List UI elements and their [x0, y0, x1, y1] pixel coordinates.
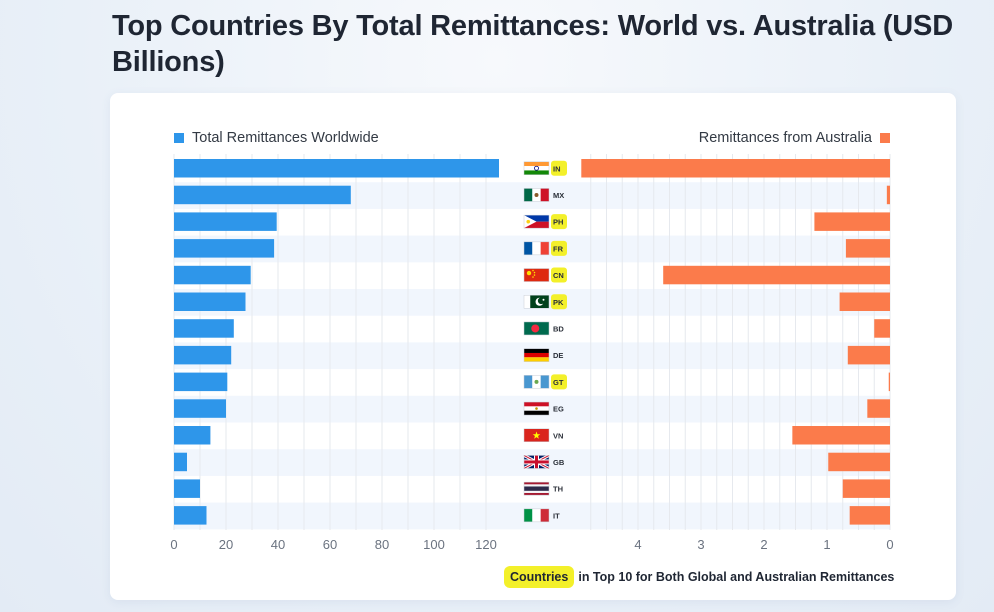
bar-australia-gb: [828, 452, 890, 472]
bar-world-fr: [174, 239, 275, 258]
x-tick-left: 40: [271, 537, 285, 552]
bar-australia-in: [581, 159, 890, 178]
bar-world-mx: [174, 185, 351, 205]
x-tick-left: 60: [323, 537, 337, 552]
x-tick-left: 120: [475, 537, 497, 552]
bar-australia-ph: [814, 212, 890, 231]
x-tick-right: 0: [886, 537, 893, 552]
egypt-flag-icon: [523, 401, 550, 416]
country-highlight: [551, 240, 567, 256]
bar-australia-mx: [886, 185, 890, 205]
bar-australia-pk: [839, 292, 890, 311]
bar-world-vn: [174, 426, 211, 445]
bar-world-in: [174, 159, 499, 178]
country-code-label: IN: [553, 164, 561, 173]
x-tick-right: 4: [634, 537, 641, 552]
bar-australia-it: [849, 506, 890, 525]
guatemala-flag-icon: [523, 375, 550, 389]
country-highlight: [551, 374, 567, 390]
country-code-label: EG: [553, 405, 564, 414]
thailand-flag-icon: [523, 481, 550, 496]
x-tick-right: 3: [697, 537, 704, 552]
x-tick-right: 2: [760, 537, 767, 552]
country-code-label: CN: [553, 271, 564, 280]
x-tick-left: 100: [423, 537, 445, 552]
germany-flag-icon: [523, 348, 550, 362]
x-tick-left: 20: [219, 537, 233, 552]
italy-flag-icon: [523, 508, 550, 523]
country-highlight: [551, 160, 567, 176]
country-highlight: [551, 214, 567, 230]
legend-australia-label: Remittances from Australia: [698, 130, 872, 146]
x-tick-left: 80: [375, 537, 389, 552]
country-code-label: MX: [553, 191, 564, 200]
country-highlight: [551, 294, 567, 310]
vietnam-flag-icon: [523, 428, 550, 442]
legend-australia: Remittances from Australia: [699, 130, 890, 146]
x-tick-left: 0: [170, 537, 177, 552]
country-code-label: PH: [553, 218, 563, 227]
pakistan-flag-icon: [523, 295, 550, 309]
uk-flag-icon: [523, 454, 550, 470]
country-code-label: IT: [553, 511, 560, 520]
page-title: Top Countries By Total Remittances: Worl…: [112, 10, 953, 78]
bar-world-de: [174, 345, 232, 365]
bar-world-gb: [174, 452, 187, 472]
country-code-label: PK: [553, 298, 564, 307]
legend-world-label: Total Remittances Worldwide: [192, 130, 379, 146]
country-code-label: VN: [553, 431, 563, 440]
bar-world-th: [174, 479, 200, 498]
bar-world-pk: [174, 292, 246, 311]
bar-australia-bd: [874, 319, 890, 338]
china-flag-icon: [523, 268, 550, 282]
bangladesh-flag-icon: [523, 321, 550, 336]
legend-world: Total Remittances Worldwide: [174, 130, 379, 146]
footnote: Countries in Top 10 for Both Global and …: [504, 566, 894, 588]
country-code-label: FR: [553, 244, 564, 253]
india-flag-icon: [523, 161, 550, 175]
bar-australia-cn: [663, 265, 890, 285]
bar-world-eg: [174, 399, 226, 418]
country-code-label: DE: [553, 351, 563, 360]
bar-world-it: [174, 506, 207, 525]
bar-australia-vn: [792, 426, 890, 445]
philippines-flag-icon: [523, 214, 550, 229]
bar-australia-fr: [845, 239, 890, 258]
x-tick-right: 1: [823, 537, 830, 552]
legend-world-swatch: [174, 133, 184, 143]
bar-australia-th: [842, 479, 890, 498]
bar-world-cn: [174, 265, 251, 285]
bar-world-gt: [174, 372, 228, 392]
legend-australia-swatch: [880, 133, 890, 143]
country-code-label: GT: [553, 378, 564, 387]
country-code-label: GB: [553, 458, 565, 467]
bar-australia-gt: [888, 372, 890, 392]
country-code-label: TH: [553, 485, 563, 494]
footnote-highlight: Countries: [504, 566, 575, 588]
country-code-label: BD: [553, 324, 564, 333]
bar-world-ph: [174, 212, 277, 231]
france-flag-icon: [523, 241, 550, 256]
bar-world-bd: [174, 319, 234, 338]
bar-australia-eg: [867, 399, 890, 418]
bar-australia-de: [847, 345, 890, 365]
footnote-text: in Top 10 for Both Global and Australian…: [578, 570, 895, 584]
mexico-flag-icon: [523, 188, 550, 202]
country-highlight: [551, 267, 567, 283]
